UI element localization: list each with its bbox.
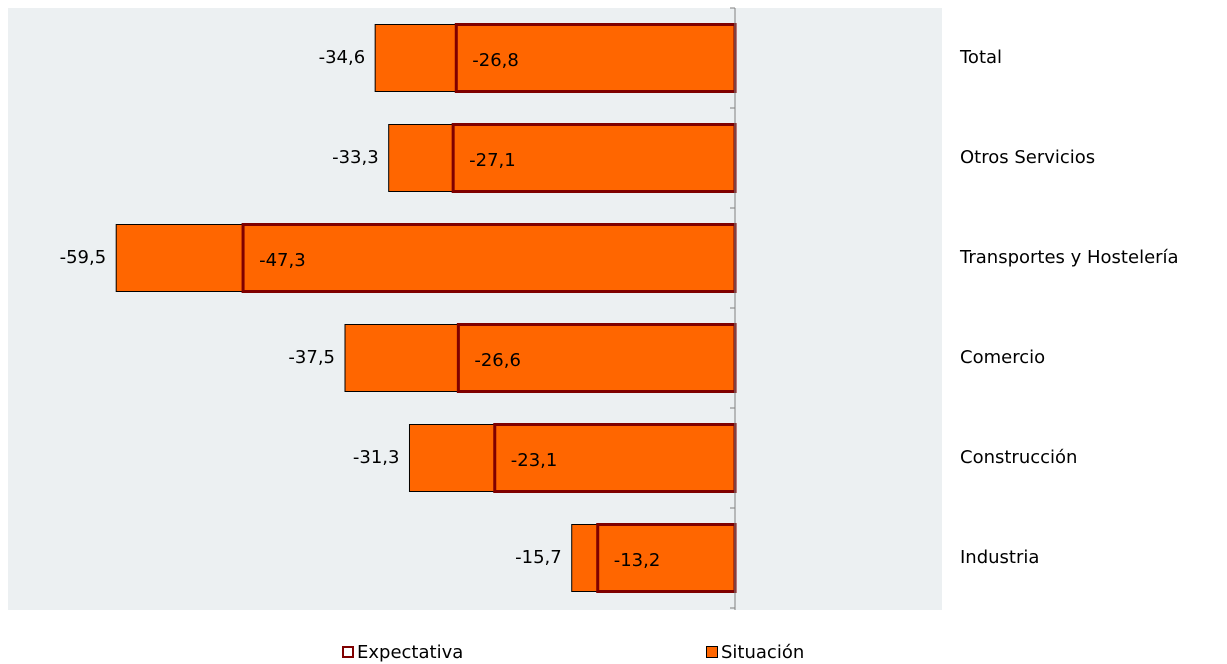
data-label-expectativa-4: -31,3 <box>353 447 400 468</box>
data-label-situacion-2: -47,3 <box>259 250 306 271</box>
bar-situacion-3 <box>456 323 737 393</box>
bar-situacion-2 <box>241 223 737 293</box>
category-label-4: Construcción <box>960 447 1077 468</box>
legend-label-expectativa: Expectativa <box>357 641 464 663</box>
data-label-expectativa-0: -34,6 <box>319 47 366 68</box>
legend-item-situacion: Situación <box>706 640 804 664</box>
legend-item-expectativa: Expectativa <box>342 640 463 664</box>
category-ticks <box>730 7 735 609</box>
bar-chart: -34,6 -26,8 Total -33,3 -27,1 Otros Servicios… <box>8 7 1179 610</box>
legend-swatch-situacion <box>706 646 718 658</box>
legend-label-situacion: Situación <box>721 641 805 663</box>
data-label-expectativa-2: -59,5 <box>60 247 107 268</box>
data-label-expectativa-5: -15,7 <box>515 547 562 568</box>
data-label-situacion-4: -23,1 <box>511 450 558 471</box>
data-label-situacion-1: -27,1 <box>469 150 516 171</box>
category-label-5: Industria <box>960 547 1039 568</box>
category-label-0: Total <box>959 47 1002 68</box>
category-label-3: Comercio <box>960 347 1045 368</box>
legend-swatch-expectativa <box>342 646 354 658</box>
labels-layer: -34,6 -26,8 Total -33,3 -27,1 Otros Servicios… <box>60 47 1179 571</box>
bars-layer <box>115 23 737 593</box>
bar-situacion-4 <box>493 423 737 493</box>
data-label-expectativa-1: -33,3 <box>332 147 379 168</box>
plot-area <box>8 8 942 610</box>
bar-situacion-0 <box>454 23 737 93</box>
bar-situacion-5 <box>596 523 737 593</box>
data-label-situacion-0: -26,8 <box>472 50 519 71</box>
category-label-1: Otros Servicios <box>960 147 1095 168</box>
category-label-2: Transportes y Hostelería <box>959 247 1179 268</box>
data-label-expectativa-3: -37,5 <box>288 347 335 368</box>
data-label-situacion-5: -13,2 <box>614 550 661 571</box>
data-label-situacion-3: -26,6 <box>474 350 521 371</box>
